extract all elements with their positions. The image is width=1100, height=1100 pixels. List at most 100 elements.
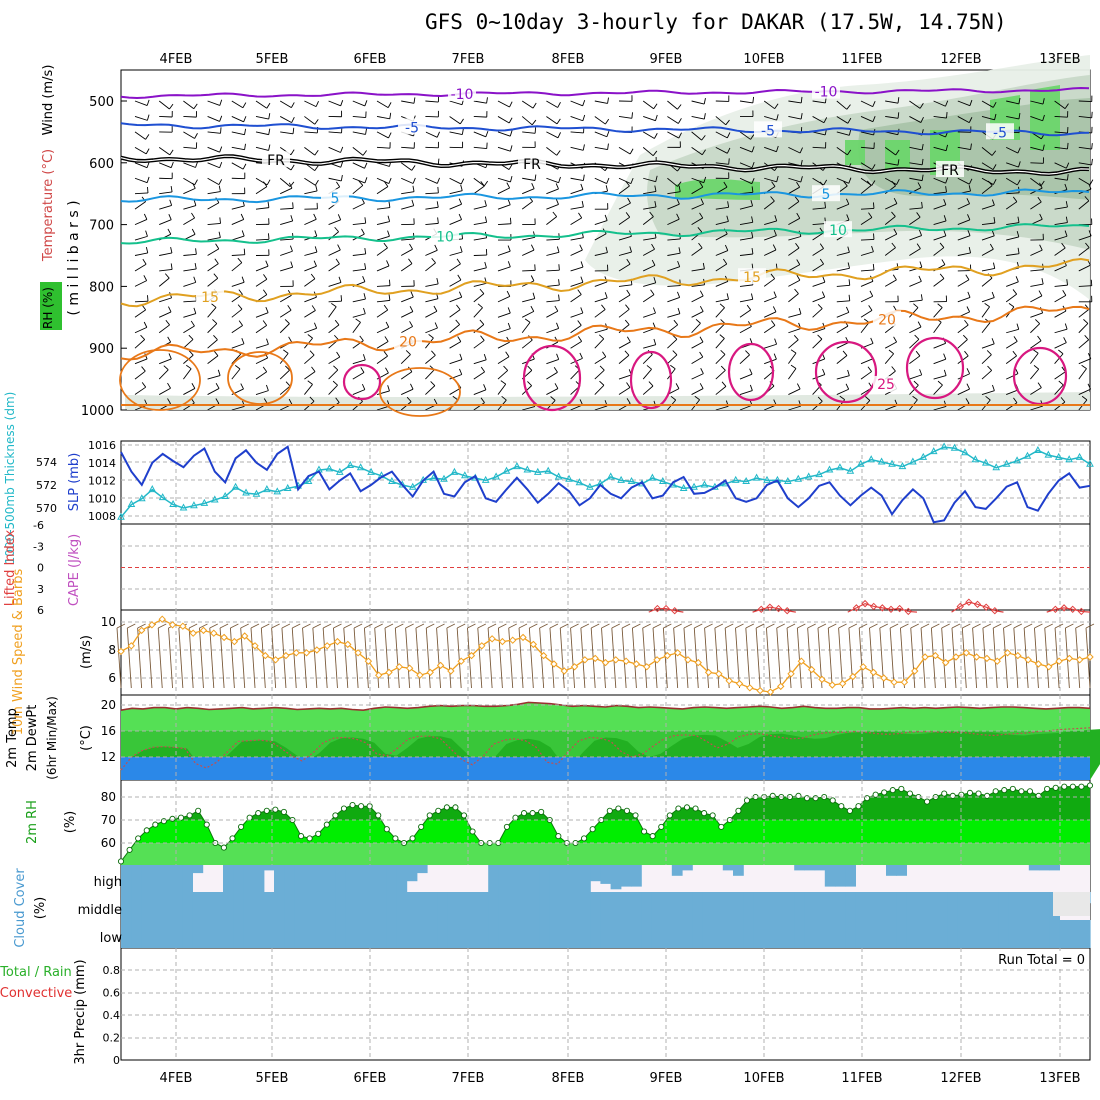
lifted-index-segment: [787, 610, 796, 613]
wind-barb-flag: [170, 185, 173, 193]
wind-barb-flag: [677, 291, 681, 298]
rh2m-point: [126, 846, 133, 853]
rh-shading: [885, 140, 910, 170]
precip-tick-label: 0.4: [103, 1009, 121, 1022]
wind-barb: [836, 131, 850, 136]
wind-barb-flag: [363, 307, 366, 314]
wind-barb-flag: [483, 354, 487, 360]
thickness-point: [971, 455, 980, 463]
thickness-point: [127, 500, 136, 508]
wind-barb: [401, 205, 414, 210]
wind-barb-flag: [728, 158, 730, 165]
wind-barb-flag: [751, 186, 754, 193]
lifted-index-segment: [985, 606, 996, 612]
wind-barb: [812, 100, 826, 104]
isotherm-line: [120, 223, 1090, 245]
wind-barb: [739, 309, 751, 318]
isotherm-label: 15: [201, 290, 219, 306]
wind-barb: [473, 340, 485, 349]
wind-barb-flag: [580, 261, 584, 268]
wind-barb-flag: [846, 306, 850, 313]
cloud-low-bar: [743, 920, 754, 948]
wind-barb-flag: [167, 382, 171, 389]
wind-barb: [1030, 352, 1039, 364]
wind-barb: [425, 177, 438, 184]
cloud-high-bar: [314, 865, 326, 892]
wind-barb-flag: [582, 174, 585, 181]
rh2m-point: [898, 785, 905, 793]
wind-barb: [401, 177, 414, 184]
wind-barb: [909, 177, 923, 182]
rh2m-point: [392, 835, 399, 842]
wind-barb: [134, 358, 148, 365]
cloud-middle-bar: [590, 892, 601, 920]
cloud-high-bar: [131, 865, 142, 892]
wind-barb: [909, 146, 923, 151]
wind-barb-flag: [360, 367, 365, 373]
wind-barb: [764, 343, 777, 349]
wind-barb: [352, 372, 365, 380]
rh2m-point: [701, 810, 708, 817]
wind-barb-flag: [483, 384, 487, 391]
wind-barb-flag: [677, 118, 682, 124]
wind-barb-flag: [430, 381, 436, 386]
wind-barb: [328, 306, 337, 318]
wind10-barb-flag: [302, 623, 311, 629]
wind-barb-flag: [870, 337, 874, 344]
wind10-barb-flag: [993, 623, 1002, 629]
wind-barb: [570, 206, 584, 210]
wind-barb: [715, 250, 728, 256]
wind-barb-flag: [1081, 364, 1087, 370]
wind-barb: [981, 268, 995, 272]
cloud-middle-bar: [702, 892, 714, 920]
wind10-point: [550, 660, 558, 668]
wind-barb-flag: [457, 274, 462, 281]
rh2m-point: [375, 812, 382, 819]
wind-barb-flag: [266, 179, 271, 186]
wind10-barb: [250, 627, 256, 689]
wind-barb-flag: [190, 320, 195, 327]
thickness-point: [273, 487, 282, 495]
wind-barb: [691, 284, 705, 287]
wind-barb: [425, 310, 438, 318]
wind10-barb-flag: [230, 623, 239, 629]
wind-barb-flag: [287, 305, 292, 311]
t2m-tick-label: 20: [101, 698, 116, 712]
thickness-point: [783, 477, 792, 485]
wind-barb: [134, 263, 147, 272]
wind-barb: [860, 207, 875, 210]
wind-barb: [159, 204, 172, 210]
wind-barb-flag: [459, 368, 463, 375]
wind-barb: [425, 100, 439, 103]
rh2m-point: [529, 810, 536, 817]
wind-barb: [183, 162, 196, 168]
wind-barb: [570, 340, 582, 349]
cloud-low-bar: [580, 920, 591, 948]
wind-barb: [933, 342, 946, 349]
run-total-bg: [972, 951, 1088, 967]
wind-barb: [304, 190, 318, 195]
wind-barb-flag: [846, 214, 850, 221]
wind-barb-flag: [486, 97, 488, 104]
cloud-low-bar: [1028, 920, 1040, 948]
wind-barb: [812, 248, 824, 256]
wind10-barb: [147, 627, 153, 689]
wind-barb-flag: [1065, 162, 1070, 169]
wind-barb-flag: [868, 305, 873, 311]
wind10-barb: [425, 627, 431, 689]
wind10-point: [230, 637, 239, 646]
wind-barb: [134, 192, 149, 195]
wind-barb-flag: [1037, 335, 1042, 342]
wind-barb: [473, 402, 485, 411]
wind-barb: [642, 354, 653, 364]
cloud-high-bar: [161, 865, 173, 892]
wind10-point: [395, 663, 404, 671]
rh2m-point: [443, 804, 450, 811]
wind10-barb: [497, 627, 503, 689]
wind-barb-flag: [629, 148, 634, 155]
wind10-barb: [992, 627, 998, 689]
rh2m-point: [272, 806, 279, 813]
wind-barb: [376, 186, 389, 195]
wind-barb: [909, 100, 921, 109]
wind-barb-flag: [989, 243, 994, 250]
